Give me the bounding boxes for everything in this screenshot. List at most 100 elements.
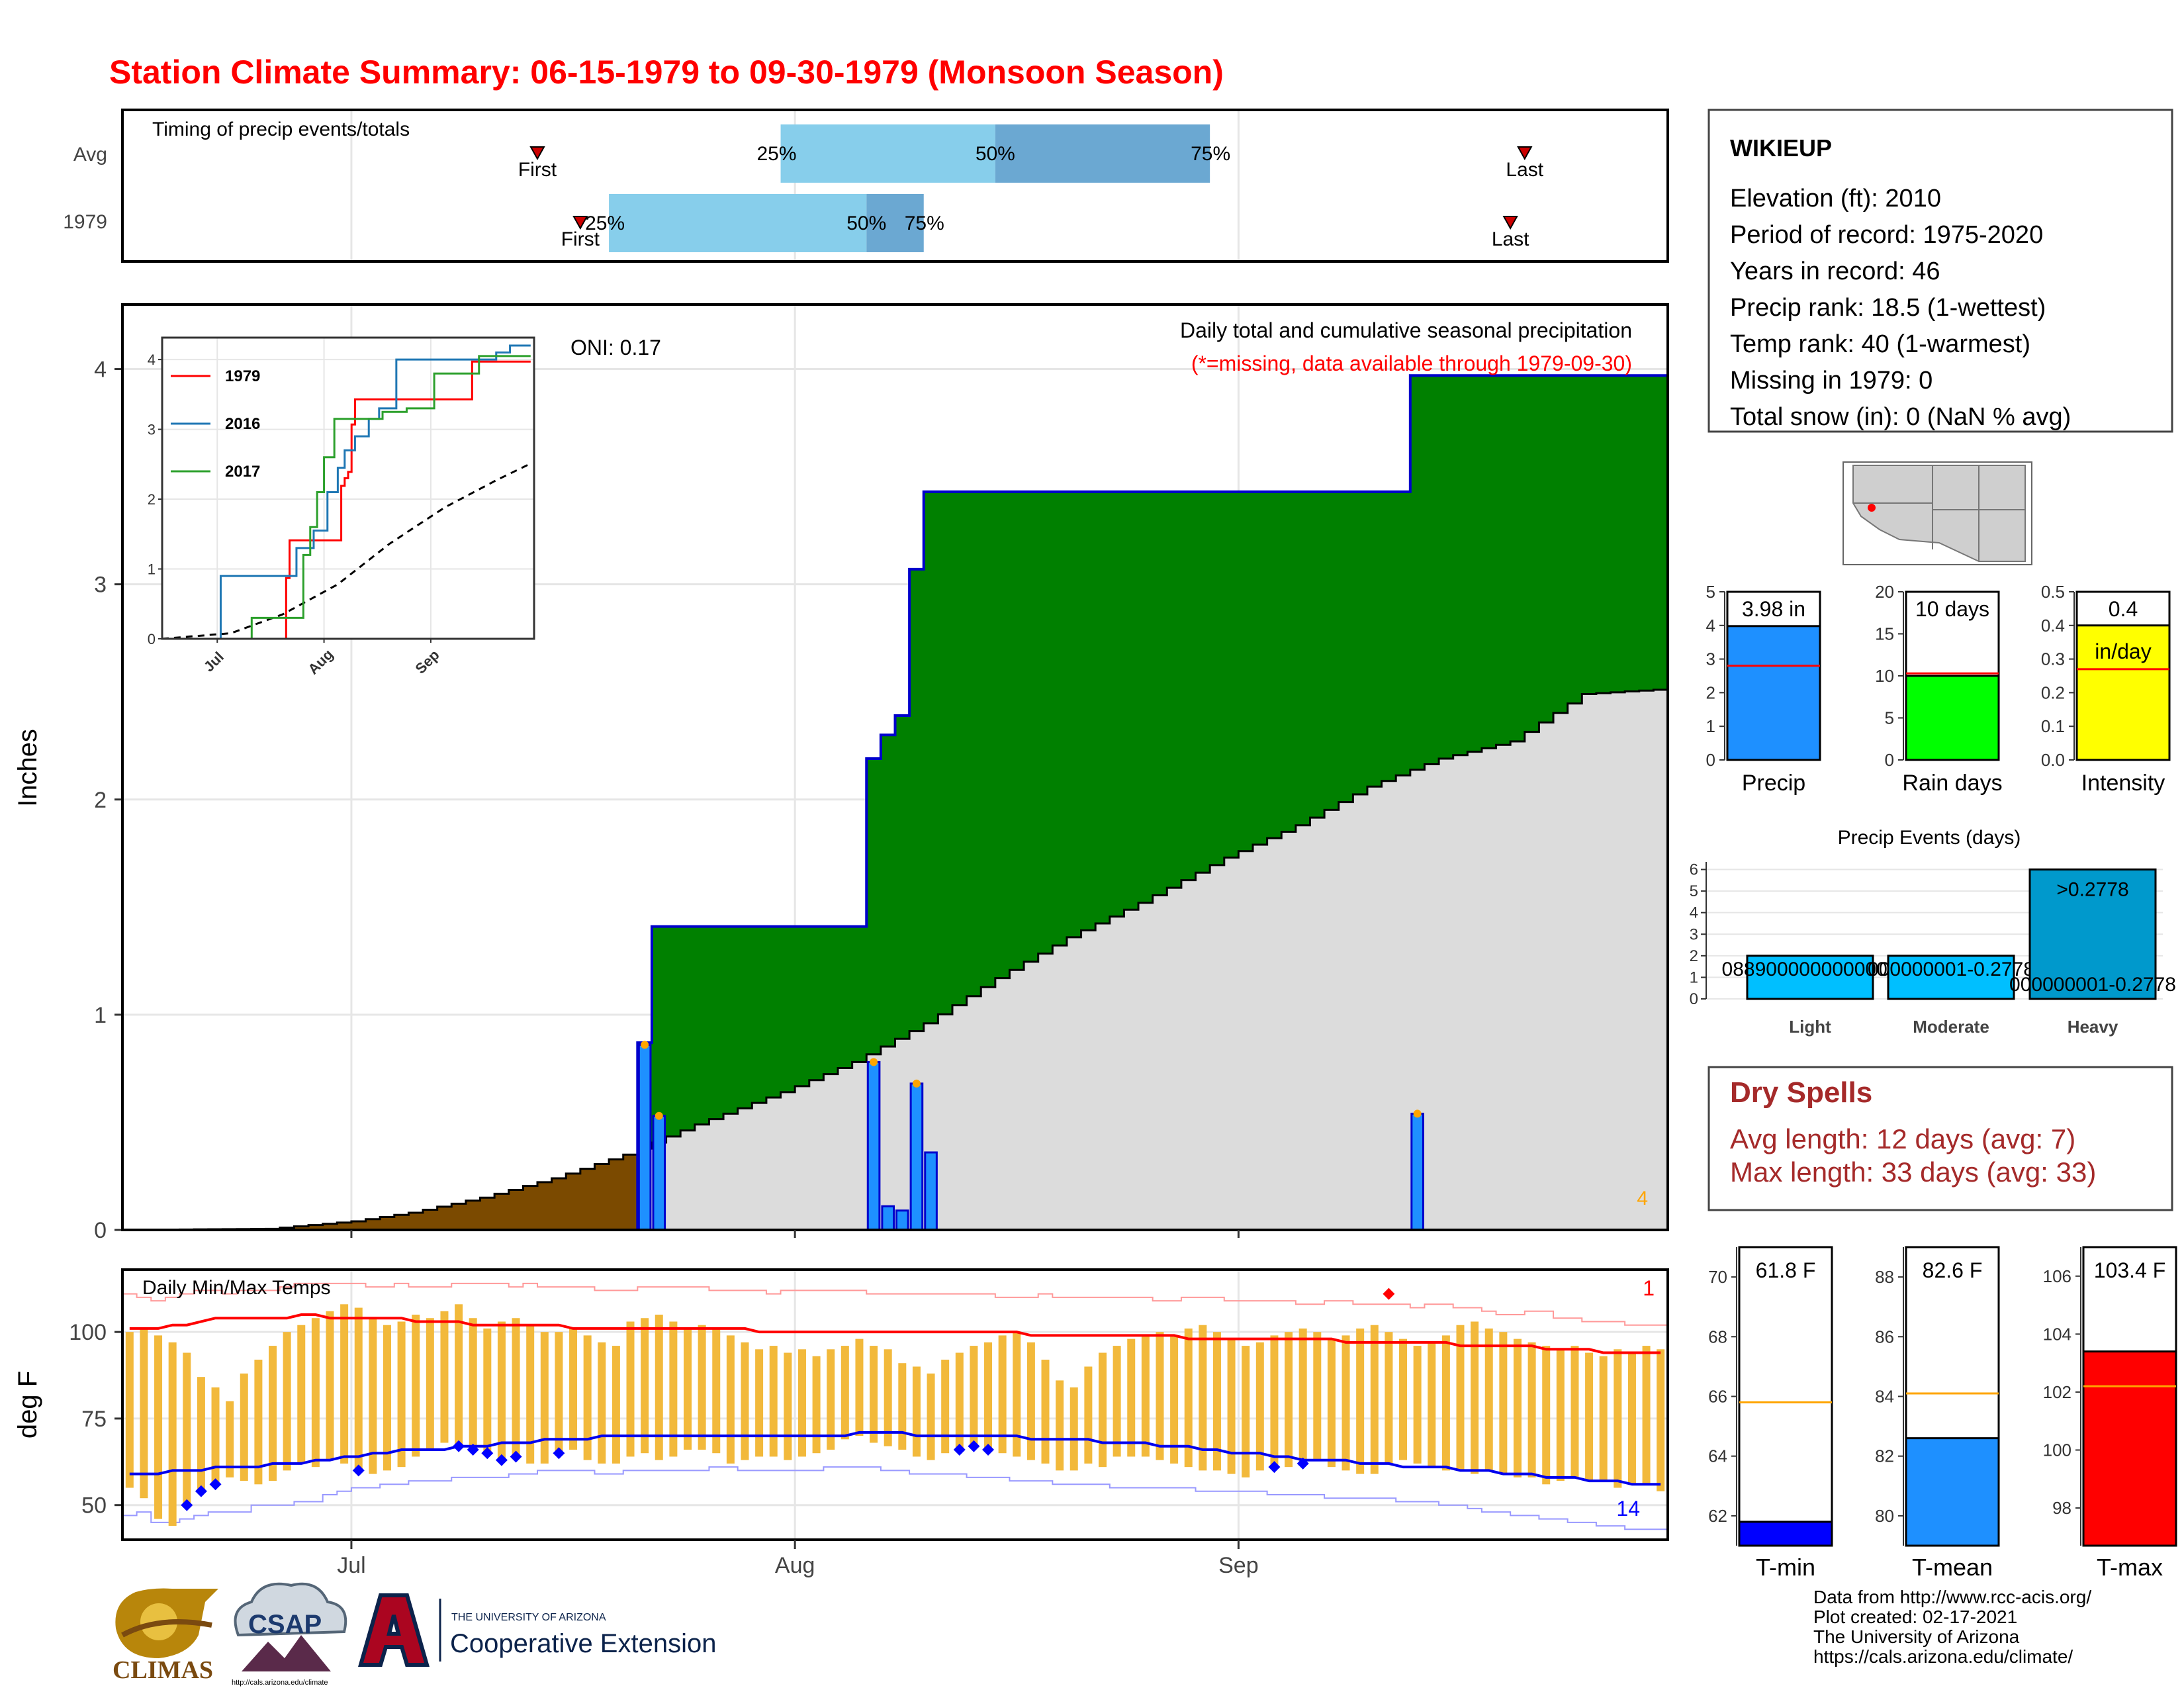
timing-avg-first-label: First	[518, 159, 557, 181]
temp-summary-bar-1	[1905, 1437, 2000, 1547]
temp-summary-label-2: T-max	[2097, 1554, 2163, 1581]
timing-row-avg: Avg	[73, 144, 107, 165]
record-max-line	[122, 1282, 1668, 1326]
timing-row-1979: 1979	[63, 211, 107, 233]
temp-bar-day-41	[712, 1328, 721, 1454]
record-min-marker-7	[495, 1454, 508, 1466]
timing-1979-last-marker	[1502, 216, 1518, 230]
temp-bar-day-92	[1441, 1335, 1450, 1471]
csap-cloud	[234, 1582, 347, 1637]
summary-0-tick-label-2: 2	[1706, 682, 1715, 702]
summary-label-1: Rain days	[1902, 771, 2002, 796]
temp-bar-day-16	[354, 1307, 363, 1471]
record-min-marker-9	[553, 1447, 565, 1460]
csap-url: http://cals.arizona.edu/climate	[232, 1679, 328, 1687]
temp-bar-day-76	[1212, 1332, 1221, 1471]
record-min-marker-2	[209, 1478, 222, 1491]
temp-bar-day-81	[1285, 1332, 1293, 1468]
timing-avg-p50-label: 50%	[976, 143, 1015, 165]
inset-legend-label-2017: 2017	[225, 463, 260, 481]
temp-bar-day-46	[784, 1352, 792, 1460]
daily-precip-bar-3	[881, 1205, 895, 1231]
csap-logo: CSAP http://cals.arizona.edu/climate	[232, 1582, 347, 1687]
daily-precip-bar-0	[637, 1043, 652, 1231]
inset-frame	[161, 336, 535, 640]
events-title: Precip Events (days)	[1838, 827, 2021, 849]
temp-bar-day-106	[1642, 1346, 1651, 1485]
precip-ylabel: Inches	[13, 729, 42, 807]
record-max-marker	[1383, 1288, 1395, 1300]
record-min-marker-14	[1297, 1457, 1309, 1470]
summary-value-2: 0.4	[2109, 597, 2138, 621]
temp-bar-day-15	[340, 1304, 349, 1464]
daily-precip-marker-1	[655, 1111, 663, 1120]
dry-spells-frame	[1707, 1066, 2173, 1211]
temp-bar-day-23	[455, 1304, 463, 1446]
record-min-marker-0	[181, 1499, 193, 1511]
summary-0-tick-label-1: 1	[1706, 716, 1715, 736]
temp-ylabel: deg F	[13, 1371, 42, 1438]
temp-bar-day-60	[984, 1342, 993, 1450]
temp-bar-day-35	[626, 1321, 635, 1457]
temp-bar-day-33	[598, 1342, 606, 1464]
climas-wordmark: CLIMAS	[113, 1656, 213, 1684]
credit-plot-created: Plot created: 02-17-2021	[1813, 1607, 2017, 1627]
temp-bar-day-86	[1356, 1328, 1365, 1474]
avg-max-line	[129, 1313, 1661, 1354]
temp-summary-2-tick-label-4: 106	[2043, 1266, 2071, 1286]
daily-precip-bar-7	[1410, 1112, 1424, 1231]
temp-bar-day-64	[1041, 1360, 1050, 1464]
locator-map-states	[1852, 465, 2026, 562]
temp-bar-day-56	[927, 1373, 935, 1460]
station-info-box: WIKIEUP Elevation (ft): 2010 Period of r…	[1707, 109, 2173, 433]
temperature-summary-bars: 62 64 66 68 70 61.8 F T-min 80 82 84 86 88 82.6 F T-m…	[1708, 1246, 2177, 1581]
temp-bar-day-103	[1599, 1356, 1608, 1481]
x-tick-label-0: Jul	[337, 1553, 365, 1578]
summary-2-tick-label-2: 0.2	[2041, 682, 2065, 702]
temp-summary-0-tick-label-2: 66	[1708, 1387, 1727, 1407]
ua-big-text: Cooperative Extension	[450, 1629, 716, 1658]
temp-bar-day-43	[741, 1342, 749, 1460]
temp-bar-day-13	[311, 1318, 320, 1468]
temp-summary-label-1: T-mean	[1912, 1554, 1993, 1581]
timing-1979-first-marker	[572, 216, 588, 230]
temp-bar-day-25	[483, 1328, 492, 1454]
events-bar-light	[1746, 955, 1874, 1000]
temp-summary-bar-0	[1738, 1521, 1833, 1547]
events-tick-label-3: 3	[1690, 925, 1698, 943]
summary-value-1: 10 days	[1915, 597, 1989, 621]
temp-bar-day-102	[1585, 1352, 1594, 1481]
avg-cumulative-line	[122, 688, 1668, 1231]
timing-bar-1979-q2	[866, 194, 924, 252]
summary-bar-0	[1726, 625, 1821, 761]
temp-bar-day-40	[698, 1325, 706, 1450]
temp-min-count: 14	[1616, 1497, 1640, 1521]
temp-bar-day-78	[1242, 1346, 1250, 1477]
events-category-1: Moderate	[1913, 1017, 1989, 1037]
daily-precip-bar-1	[652, 1115, 666, 1231]
temp-summary-1-tick-label-4: 88	[1875, 1267, 1894, 1287]
csap-wordmark: CSAP	[248, 1610, 322, 1639]
temp-bar-day-82	[1298, 1328, 1307, 1464]
events-bar-heavy	[2028, 868, 2157, 1000]
temp-bar-day-91	[1428, 1342, 1436, 1468]
temp-bar-day-79	[1255, 1342, 1264, 1471]
temp-bar-day-72	[1156, 1332, 1164, 1460]
avg-cumulative-area	[122, 689, 1668, 1230]
precip-panel: 0 1 2 3 4 Inches Daily total and cumulative …	[13, 303, 1669, 1243]
temp-max-count: 1	[1643, 1276, 1655, 1300]
temp-bar-day-8	[240, 1373, 248, 1481]
temp-bar-day-105	[1627, 1352, 1636, 1485]
temp-bar-day-73	[1170, 1335, 1179, 1464]
temp-bar-day-84	[1327, 1338, 1336, 1468]
precip-frame	[121, 303, 1669, 1231]
inset-legend: 1979 2016 2017	[171, 367, 260, 481]
temp-bar-day-95	[1484, 1328, 1493, 1471]
summary-1-tick-label-1: 5	[1885, 708, 1894, 728]
temp-bar-day-14	[326, 1311, 334, 1460]
ua-small-text: THE UNIVERSITY OF ARIZONA	[451, 1612, 606, 1623]
events-tick-label-4: 4	[1690, 904, 1698, 922]
daily-precip-bar-4	[895, 1209, 909, 1231]
events-tick-label-0: 0	[1690, 990, 1698, 1008]
